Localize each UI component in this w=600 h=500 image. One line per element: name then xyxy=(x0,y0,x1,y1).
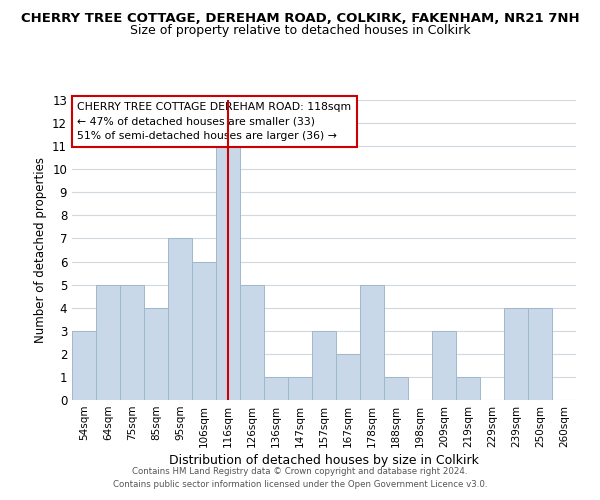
Text: Contains HM Land Registry data © Crown copyright and database right 2024.: Contains HM Land Registry data © Crown c… xyxy=(132,467,468,476)
Bar xyxy=(120,284,144,400)
Bar xyxy=(312,331,336,400)
Bar xyxy=(168,238,192,400)
Bar xyxy=(72,331,96,400)
Bar xyxy=(144,308,168,400)
Bar xyxy=(504,308,528,400)
Text: CHERRY TREE COTTAGE, DEREHAM ROAD, COLKIRK, FAKENHAM, NR21 7NH: CHERRY TREE COTTAGE, DEREHAM ROAD, COLKI… xyxy=(20,12,580,26)
Bar xyxy=(216,146,240,400)
Bar xyxy=(96,284,120,400)
Bar xyxy=(264,377,288,400)
Text: Size of property relative to detached houses in Colkirk: Size of property relative to detached ho… xyxy=(130,24,470,37)
Text: Contains public sector information licensed under the Open Government Licence v3: Contains public sector information licen… xyxy=(113,480,487,489)
Y-axis label: Number of detached properties: Number of detached properties xyxy=(34,157,47,343)
X-axis label: Distribution of detached houses by size in Colkirk: Distribution of detached houses by size … xyxy=(169,454,479,467)
Bar xyxy=(192,262,216,400)
Bar xyxy=(456,377,480,400)
Bar xyxy=(288,377,312,400)
Bar xyxy=(240,284,264,400)
Bar xyxy=(336,354,360,400)
Text: CHERRY TREE COTTAGE DEREHAM ROAD: 118sqm
← 47% of detached houses are smaller (3: CHERRY TREE COTTAGE DEREHAM ROAD: 118sqm… xyxy=(77,102,351,141)
Bar xyxy=(384,377,408,400)
Bar xyxy=(528,308,552,400)
Bar xyxy=(432,331,456,400)
Bar xyxy=(360,284,384,400)
